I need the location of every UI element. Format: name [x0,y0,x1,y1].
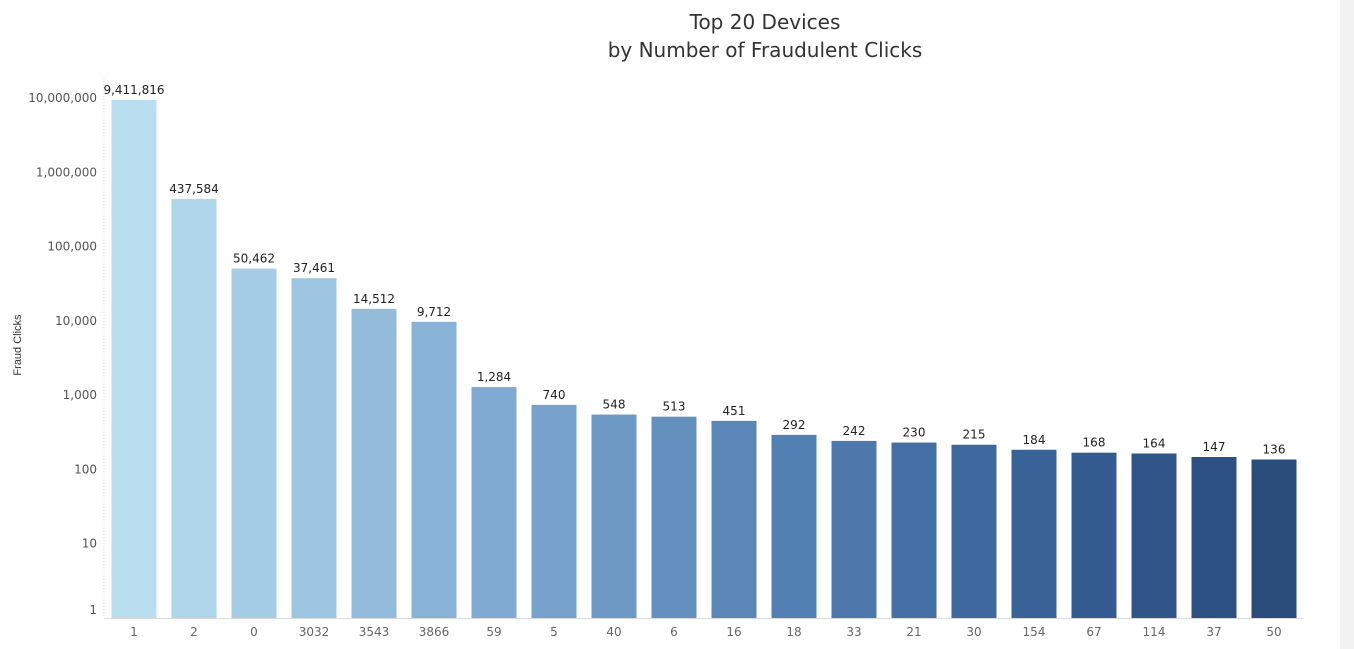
data-label: 230 [903,426,926,440]
bar [171,198,217,619]
data-label: 37,461 [293,261,335,275]
data-label: 548 [603,398,626,412]
chart-title: Top 20 Devices [689,10,841,34]
data-label: 740 [543,388,566,402]
data-label: 9,712 [417,305,451,319]
data-label: 1,284 [477,370,511,384]
x-tick-label: 50 [1266,625,1281,639]
bar [411,321,457,618]
x-tick-label: 2 [190,625,198,639]
data-label: 136 [1263,443,1286,457]
y-axis: 1 10 100 1,000 10,000 100,000 1,000,000 10,000,… [28,78,105,618]
data-label: 242 [843,424,866,438]
bar [771,434,817,618]
data-label: 50,462 [233,252,275,266]
data-label: 14,512 [353,292,395,306]
scroll-strip [1340,0,1354,649]
y-tick-label: 1,000 [63,388,97,402]
data-label: 437,584 [169,182,219,196]
y-tick-label: 10,000 [55,314,97,328]
data-label: 168 [1083,436,1106,450]
data-label: 184 [1023,433,1046,447]
y-tick-label: 1 [89,603,97,617]
x-tick-label: 3032 [299,625,330,639]
bar [1251,459,1297,618]
x-tick-label: 40 [606,625,621,639]
x-tick-label: 3543 [359,625,390,639]
x-tick-label: 114 [1143,625,1166,639]
x-axis: 1 2 0 3032 3543 3866 59 5 40 6 16 18 33 21 30 154 67 114 3… [104,618,1304,639]
bar [1131,453,1177,618]
data-label: 164 [1143,436,1166,450]
bars: 9,411,816 437,584 50,462 37,461 14,512 9,712 1… [103,83,1297,619]
bar [831,440,877,618]
bar [111,99,157,618]
x-tick-label: 67 [1086,625,1101,639]
x-tick-label: 21 [906,625,921,639]
x-tick-label: 16 [726,625,741,639]
data-label: 292 [783,418,806,432]
y-tick-label: 1,000,000 [36,165,97,179]
bar [471,387,517,618]
data-label: 9,411,816 [103,83,164,97]
bar [711,420,757,618]
bar [1011,449,1057,618]
bar [1071,452,1117,618]
x-tick-label: 5 [550,625,558,639]
bar [891,442,937,618]
data-label: 513 [663,400,686,414]
data-label: 215 [963,428,986,442]
bar [951,444,997,618]
data-label: 451 [723,404,746,418]
bar [531,404,577,618]
x-tick-label: 3866 [419,625,450,639]
x-tick-label: 1 [130,625,138,639]
x-tick-label: 33 [846,625,861,639]
y-tick-label: 100 [74,462,97,476]
x-tick-label: 154 [1023,625,1046,639]
x-tick-label: 30 [966,625,981,639]
bar [231,268,277,618]
x-tick-label: 59 [486,625,501,639]
y-tick-label: 100,000 [47,240,97,254]
y-tick-label: 10,000,000 [28,91,97,105]
y-tick-label: 10 [82,537,97,551]
data-label: 147 [1203,440,1226,454]
bar [291,278,337,618]
x-tick-label: 0 [250,625,258,639]
bar [351,308,397,618]
chart-subtitle: by Number of Fraudulent Clicks [607,38,923,62]
x-tick-label: 6 [670,625,678,639]
bar [651,416,697,618]
x-tick-label: 37 [1206,625,1221,639]
bar [1191,456,1237,618]
bar [591,414,637,618]
x-tick-label: 18 [786,625,801,639]
